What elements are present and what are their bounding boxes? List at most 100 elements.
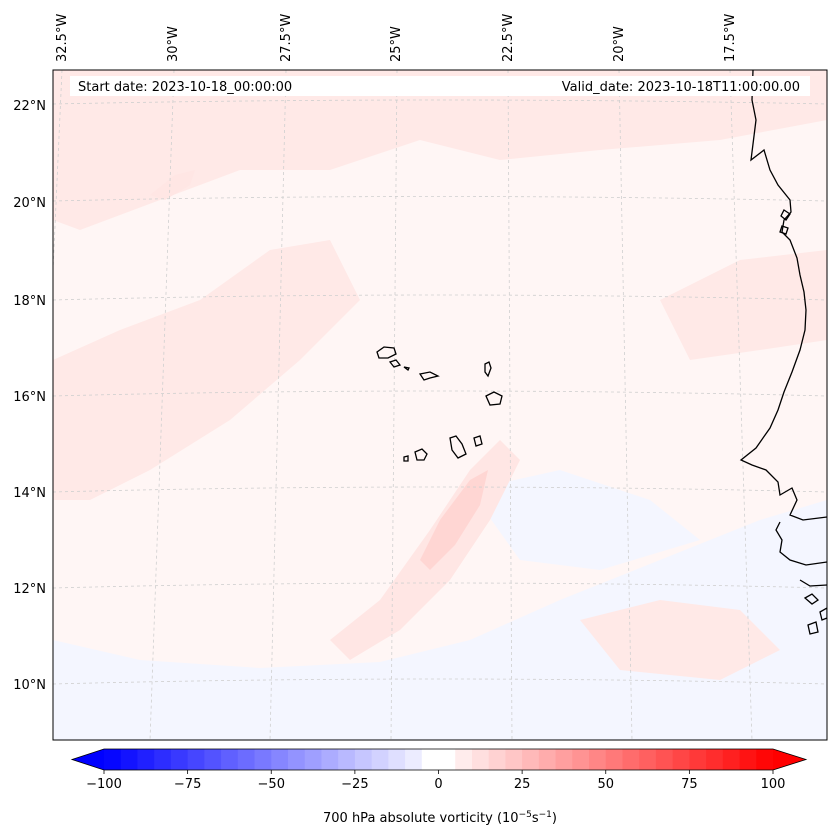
colorbar-step (237, 749, 256, 770)
colorbar-ticks: −100 −75 −50 −25 0 25 50 75 100 (86, 770, 785, 792)
colorbar-step (354, 749, 373, 770)
lon-line-27-5 (269, 70, 287, 740)
field-mid-core (420, 470, 488, 570)
lat-label-16: 16°N (13, 390, 46, 405)
colorbar-step (555, 749, 573, 770)
bissagos-islands (803, 593, 827, 635)
colorbar-step (254, 749, 272, 770)
island-sal (484, 361, 492, 378)
colorbar-step (120, 749, 138, 770)
lat-line-14 (53, 486, 827, 493)
valid-date-label: Valid_date: 2023-10-18T11:00:00.00 (562, 80, 800, 95)
island-maio (473, 435, 483, 447)
colorbar-step (672, 749, 690, 770)
colorbar-step (488, 749, 506, 770)
island-sao-nicolau (418, 371, 440, 381)
colorbar-step (271, 749, 289, 770)
lat-line-12 (53, 582, 827, 589)
colorbar-step (756, 749, 774, 770)
colorbar-step (154, 749, 172, 770)
longitude-labels: 32.5°W 30°W 27.5°W 25°W 22.5°W 20°W 17.5… (55, 14, 738, 62)
lon-line-22-5 (507, 70, 513, 740)
colorbar-step (622, 749, 640, 770)
cb-label-mid: s (532, 811, 539, 826)
island-santiago (449, 435, 467, 459)
colorbar-tick-label: 100 (761, 777, 786, 792)
colorbar-step (471, 749, 490, 770)
africa-coast-south (775, 521, 827, 566)
colorbar-step (589, 749, 607, 770)
lon-label-30: 30°W (166, 26, 181, 62)
lat-line-20 (53, 196, 827, 202)
colorbar-step (438, 749, 456, 770)
colorbar-tick-label: 75 (681, 777, 698, 792)
lat-label-22: 22°N (13, 99, 46, 114)
coastlines (376, 70, 827, 635)
coastal-islet (780, 209, 791, 221)
island-brava (403, 455, 409, 462)
island-sao-vicente (388, 359, 402, 368)
colorbar-tick-label: −50 (258, 777, 285, 792)
lon-line-17-5 (729, 70, 753, 740)
field-pink-north-band (53, 70, 827, 230)
colorbar-step (170, 749, 189, 770)
lon-label-32-5: 32.5°W (55, 14, 70, 62)
lon-line-30 (149, 70, 175, 740)
colorbar-step (405, 749, 423, 770)
colorbar-step (137, 749, 155, 770)
colorbar-tick-label: 0 (434, 777, 442, 792)
lon-label-20: 20°W (612, 26, 627, 62)
colorbar-step (287, 749, 306, 770)
island-santo-antao (376, 346, 397, 359)
africa-coastline (739, 70, 827, 521)
colorbar-step (639, 749, 657, 770)
island-fogo (414, 448, 428, 461)
lat-line-16 (53, 390, 827, 397)
lon-line-20 (618, 70, 633, 740)
colorbar-tick-label: −100 (86, 777, 122, 792)
colorbar-step (104, 749, 122, 770)
colorbar-label: 700 hPa absolute vorticity (10−5s−1) (323, 810, 557, 826)
latitude-labels: 22°N 20°N 18°N 16°N 14°N 12°N 10°N (13, 99, 46, 693)
colorbar-step (655, 749, 674, 770)
colorbar-tick-label: −25 (341, 777, 368, 792)
colorbar-max-extend (773, 749, 806, 770)
colorbar-step (221, 749, 239, 770)
lon-label-25: 25°W (389, 26, 404, 62)
lat-label-18: 18°N (13, 294, 46, 309)
lat-label-20: 20°N (13, 196, 46, 211)
map-frame (52, 69, 828, 741)
island-santa-luzia (403, 366, 410, 371)
coastal-islet-2 (779, 225, 789, 235)
cb-label-suffix: ) (552, 811, 557, 826)
field-pink-west-band (53, 240, 360, 500)
colorbar-step (304, 749, 322, 770)
lon-label-27-5: 27.5°W (279, 14, 294, 62)
colorbar-step (739, 749, 757, 770)
colorbar-step (572, 749, 590, 770)
colorbar-step (388, 749, 406, 770)
lon-line-25 (390, 70, 398, 740)
colorbar-step (421, 749, 440, 770)
colorbar-step (706, 749, 724, 770)
colorbar-step (722, 749, 741, 770)
colorbar-step (187, 749, 205, 770)
colorbar-step (338, 749, 356, 770)
lat-line-10 (53, 678, 827, 685)
colorbar-step (689, 749, 707, 770)
lat-line-22 (53, 99, 827, 105)
colorbar: −100 −75 −50 −25 0 25 50 75 100 700 hPa absolute… (70, 748, 808, 826)
colorbar-step (605, 749, 623, 770)
colorbar-step (371, 749, 389, 770)
lon-label-22-5: 22.5°W (501, 14, 516, 62)
field-pink-east-band (660, 250, 827, 360)
colorbar-step (321, 749, 339, 770)
start-date-label: Start date: 2023-10-18_00:00:00 (78, 80, 292, 95)
lat-label-10: 10°N (13, 678, 46, 693)
colorbar-step (505, 749, 523, 770)
colorbar-min-extend (72, 749, 104, 770)
island-boa-vista (485, 391, 503, 406)
map-panel: Start date: 2023-10-18_00:00:00 Valid_da… (53, 70, 827, 740)
colorbar-step (522, 749, 540, 770)
africa-coast-guinea (799, 579, 827, 587)
